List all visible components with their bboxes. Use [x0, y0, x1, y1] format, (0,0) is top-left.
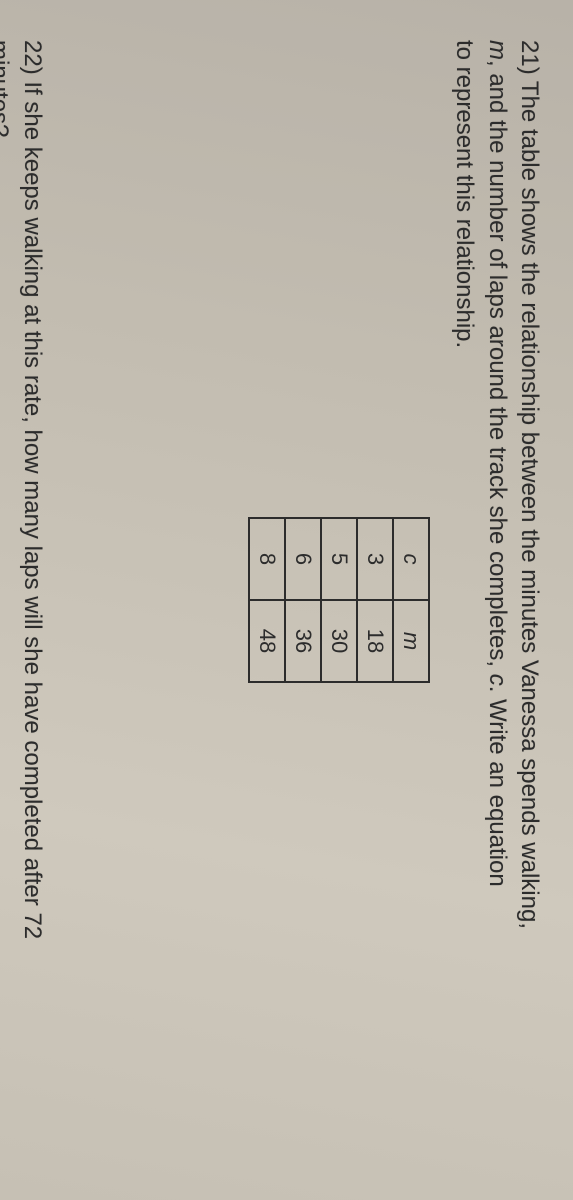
q21-text: 21) The table shows the relationship bet…: [448, 40, 545, 1160]
question-21: 21) The table shows the relationship bet…: [448, 40, 545, 1160]
table-header-c: c: [393, 518, 429, 600]
q21-var-c: c: [484, 674, 511, 686]
q22-line2: minutes?: [0, 40, 13, 137]
table-cell-c: 6: [285, 518, 321, 600]
table-cell-c: 5: [321, 518, 357, 600]
table-cell-m: 36: [285, 600, 321, 682]
q22-text: 22) If she keeps walking at this rate, h…: [0, 40, 48, 1160]
table-cell-m: 30: [321, 600, 357, 682]
table-cell-c: 3: [357, 518, 393, 600]
table-row: 3 18: [357, 518, 393, 682]
q21-line3: to represent this relationship.: [451, 40, 478, 348]
table-row: 5 30: [321, 518, 357, 682]
table-header-row: c m: [393, 518, 429, 682]
q21-line2a: , and the number of laps around the trac…: [484, 60, 511, 674]
q21-number: 21): [516, 40, 543, 75]
table-cell-c: 8: [249, 518, 285, 600]
table-header-m: m: [393, 600, 429, 682]
q22-number: 22): [19, 40, 46, 75]
worksheet-page: 21) The table shows the relationship bet…: [0, 0, 573, 1200]
table-row: 8 48: [249, 518, 285, 682]
q21-line1a: The table shows the relationship between…: [516, 81, 543, 929]
q22-line1: If she keeps walking at this rate, how m…: [19, 81, 46, 939]
table-row: 6 36: [285, 518, 321, 682]
question-22: 22) If she keeps walking at this rate, h…: [0, 40, 48, 1160]
data-table: c m 3 18 5 30 6 36 8 48: [248, 517, 430, 683]
table-cell-m: 18: [357, 600, 393, 682]
q21-var-m: m: [484, 40, 511, 60]
q21-line2b: . Write an equation: [484, 686, 511, 887]
table-cell-m: 48: [249, 600, 285, 682]
